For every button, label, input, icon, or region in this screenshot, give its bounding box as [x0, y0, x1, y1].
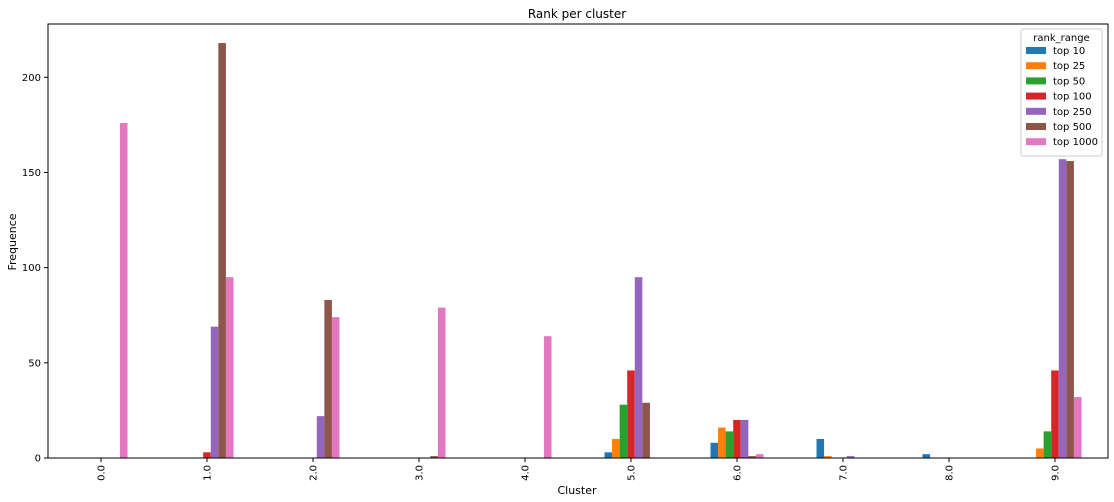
plot-frame [47, 23, 1109, 459]
bar-top-500-5.0 [642, 402, 650, 458]
x-tick-label: 1.0 [203, 465, 214, 481]
legend-label: top 50 [1053, 76, 1085, 87]
x-tick-label: 3.0 [415, 465, 426, 481]
bar-top-10-5.0 [604, 452, 613, 458]
bar-top-250-1.0 [210, 326, 219, 458]
bar-top-10-7.0 [816, 438, 825, 458]
bar-top-1000-1.0 [225, 277, 234, 458]
bar-top-250-2.0 [316, 416, 325, 458]
y-tick-label: 200 [22, 73, 41, 84]
chart-title: Rank per cluster [528, 7, 626, 21]
bar-top-1000-3.0 [437, 307, 446, 458]
legend-label: top 25 [1053, 61, 1085, 72]
bar-top-50-5.0 [619, 404, 628, 458]
bar-top-50-6.0 [725, 431, 734, 458]
legend-label: top 1000 [1053, 137, 1098, 148]
bar-top-250-9.0 [1058, 159, 1067, 458]
bar-top-50-9.0 [1043, 431, 1052, 458]
bar-top-25-7.0 [824, 456, 832, 458]
bar-top-500-1.0 [218, 43, 226, 458]
bar-top-100-9.0 [1051, 370, 1059, 458]
bar-top-500-6.0 [748, 456, 756, 458]
bar-top-25-5.0 [612, 438, 620, 458]
legend-swatch [1026, 47, 1046, 54]
y-tick-label: 150 [22, 168, 41, 179]
legend-label: top 100 [1053, 92, 1092, 103]
x-tick-label: 5.0 [627, 465, 638, 481]
legend-swatch [1026, 138, 1046, 146]
bar-top-250-6.0 [740, 419, 749, 458]
legend-swatch [1026, 107, 1046, 115]
bar-top-1000-0.0 [119, 122, 128, 458]
legend-swatch [1026, 62, 1046, 70]
bar-top-500-9.0 [1066, 161, 1074, 459]
y-tick-label: 50 [28, 358, 41, 369]
bars-layer [119, 43, 1082, 459]
y-tick-label: 100 [22, 263, 41, 274]
legend-swatch [1026, 77, 1046, 85]
x-tick-label: 6.0 [733, 465, 744, 481]
bar-top-1000-2.0 [331, 317, 340, 458]
legend-label: top 250 [1053, 107, 1092, 118]
x-tick-label: 8.0 [945, 465, 956, 481]
legend-title: rank_range [1033, 33, 1089, 44]
legend-swatch [1026, 92, 1046, 100]
x-tick-label: 0.0 [97, 465, 108, 481]
bar-top-10-8.0 [922, 454, 931, 458]
x-axis: 0.0 1.0 2.0 3.0 4.0 5.0 6.0 7.0 8.0 9.0 [97, 458, 1062, 481]
legend-swatch [1026, 123, 1046, 130]
x-axis-label: Cluster [557, 484, 597, 497]
x-tick-label: 4.0 [521, 465, 532, 481]
bar-top-100-5.0 [627, 370, 635, 458]
x-tick-label: 7.0 [839, 465, 850, 481]
y-tick-label: 0 [35, 454, 41, 465]
bar-top-25-6.0 [718, 427, 726, 458]
bar-top-10-6.0 [710, 442, 719, 458]
bar-top-1000-9.0 [1073, 397, 1082, 458]
x-tick-label: 2.0 [309, 465, 320, 481]
y-axis-label: Frequence [6, 213, 19, 270]
bar-top-25-9.0 [1036, 448, 1044, 458]
x-tick-label: 9.0 [1051, 465, 1062, 481]
legend-label: top 10 [1053, 46, 1085, 57]
bar-top-500-2.0 [324, 300, 332, 458]
bar-top-1000-6.0 [755, 454, 764, 458]
legend-label: top 500 [1053, 122, 1092, 133]
bar-top-100-6.0 [733, 419, 741, 458]
bar-top-500-3.0 [430, 456, 438, 458]
bar-top-1000-4.0 [543, 336, 552, 458]
bar-top-250-5.0 [634, 277, 643, 458]
bar-top-250-7.0 [846, 456, 855, 458]
bar-top-100-1.0 [203, 452, 211, 458]
y-axis: 0 50 100 150 200 [22, 73, 48, 465]
